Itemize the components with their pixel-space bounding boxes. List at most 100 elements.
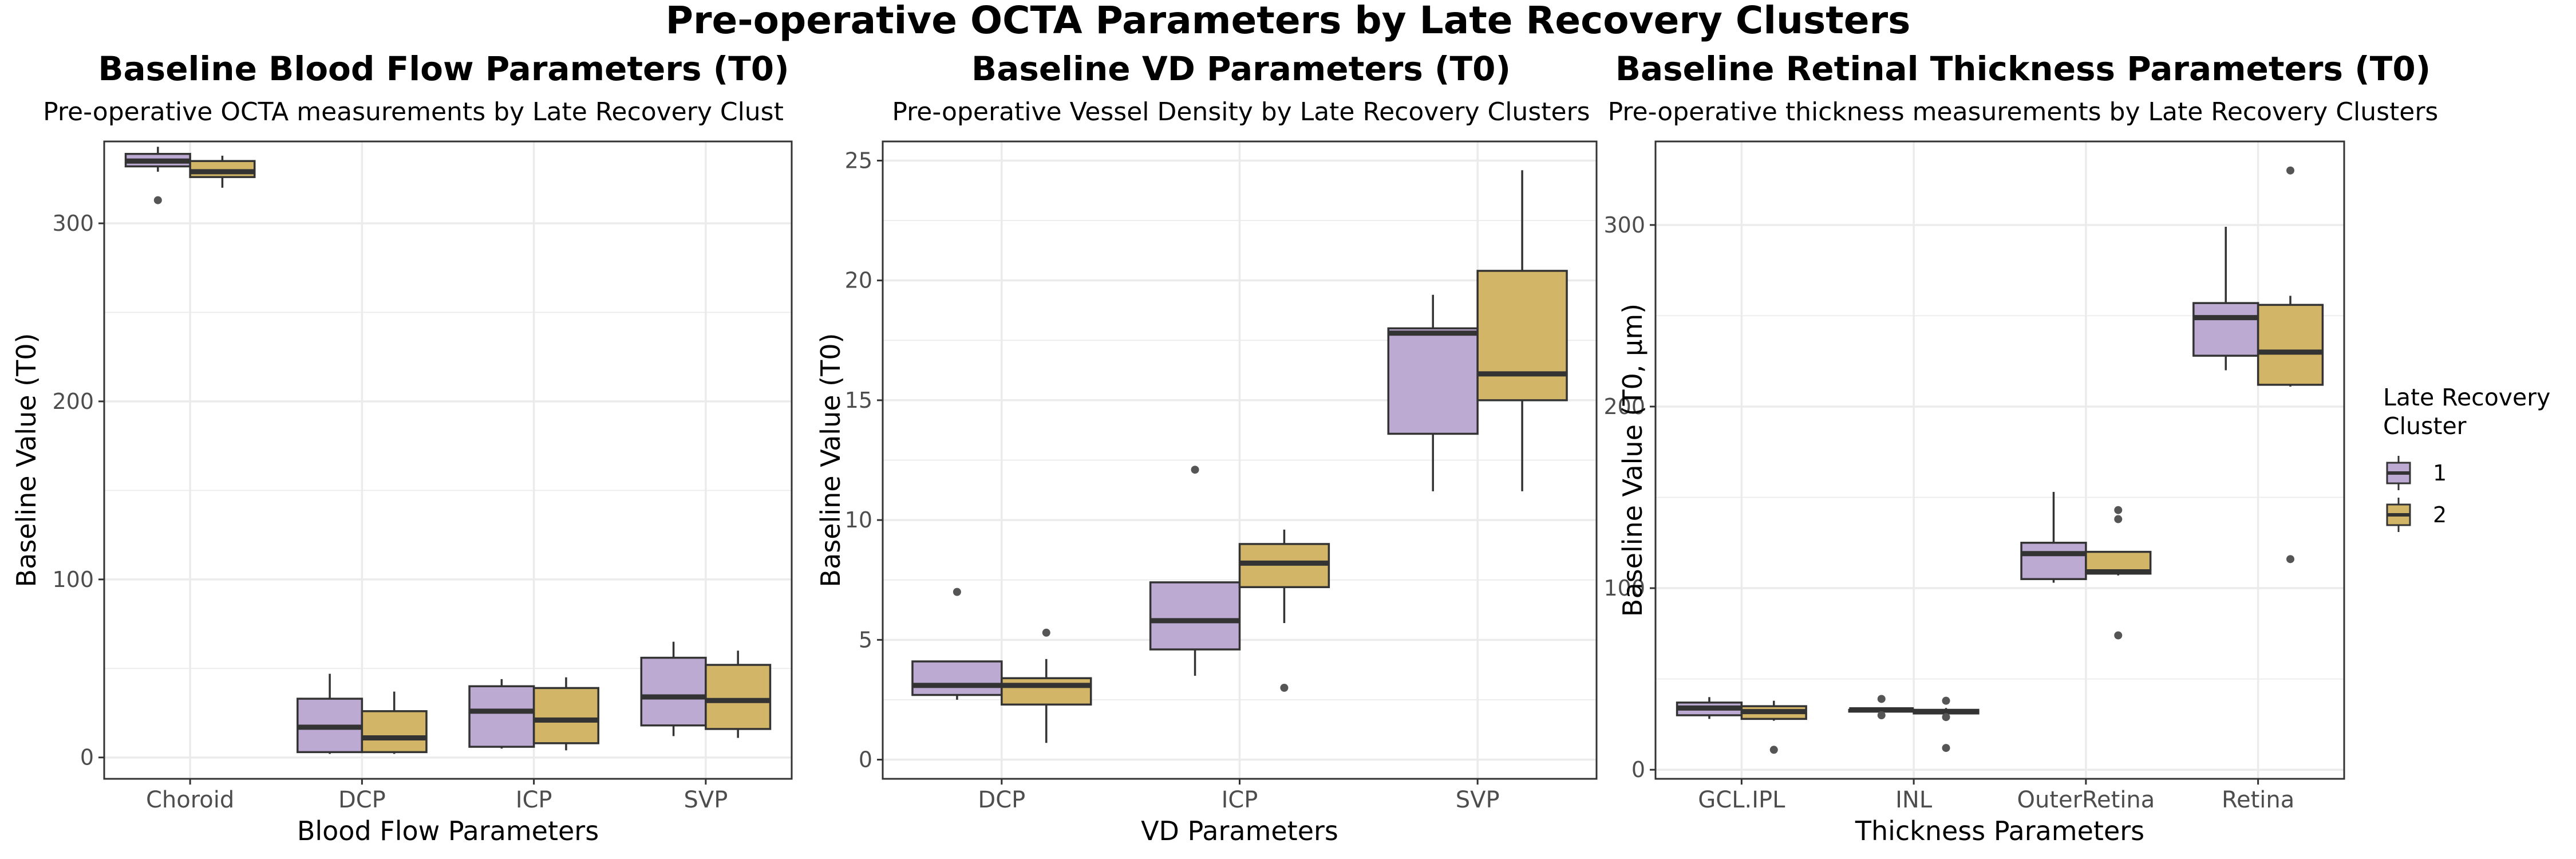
panel-border [1654, 140, 2345, 780]
box-body [1001, 677, 1092, 706]
box-body [189, 160, 256, 178]
legend-title-line2: Cluster [2383, 412, 2467, 440]
box-body [2192, 302, 2259, 357]
box-cluster2-inl [1913, 696, 1980, 752]
x-axis-label: VD Parameters [1141, 815, 1338, 846]
outlier-point [1042, 628, 1050, 637]
x-tick-label: ICP [516, 787, 552, 813]
y-tick-label: 5 [859, 627, 872, 652]
outlier-point [1769, 746, 1778, 754]
box-cluster1-dcp [297, 673, 364, 754]
box-cluster2-choroid [189, 155, 256, 188]
x-axis-label: Thickness Parameters [1855, 815, 2144, 846]
panel-border [103, 140, 793, 780]
legend-key-1: 1 [2386, 456, 2447, 490]
panel-subtitle: Pre-operative Vessel Density by Late Rec… [892, 97, 1590, 127]
chart-panel-2: Baseline VD Parameters (T0) Pre-operative… [815, 49, 1598, 846]
box-cluster1-svp [640, 641, 707, 736]
box-cluster2-retina [2257, 166, 2324, 564]
outlier-point [153, 196, 162, 204]
y-tick-label: 20 [845, 268, 872, 293]
panel-title: Baseline VD Parameters (T0) [971, 49, 1511, 88]
outlier-point [953, 588, 961, 596]
y-tick-label: 0 [80, 745, 94, 770]
x-tick-label: SVP [1456, 787, 1500, 813]
box-cluster1-inl [1848, 695, 1915, 720]
box-cluster1-dcp [911, 588, 1003, 700]
legend-keys: 12 [2386, 456, 2447, 532]
box-body [2020, 542, 2087, 580]
box-body [1387, 327, 1479, 435]
outlier-point [2286, 555, 2295, 564]
box-body [640, 656, 707, 727]
x-tick-label: INL [1895, 787, 1933, 813]
y-tick-label: 0 [1631, 757, 1645, 782]
y-tick-label: 200 [52, 389, 94, 414]
y-axis-label: Baseline Value (T0) [815, 333, 846, 588]
box-cluster2-gcl-ipl [1740, 700, 1807, 754]
box-cluster2-dcp [1001, 628, 1092, 743]
box-body [532, 687, 599, 744]
y-axis-label: Baseline Value (T0) [11, 333, 42, 588]
y-tick-label: 300 [52, 211, 94, 236]
panel-title: Baseline Retinal Thickness Parameters (T… [1615, 49, 2431, 88]
y-tick-label: 10 [845, 507, 872, 533]
x-tick-label: Choroid [146, 787, 234, 813]
x-tick-label: Retina [2222, 787, 2294, 813]
box-cluster2-svp [705, 651, 772, 738]
chart-panels: Baseline Blood Flow Parameters (T0) Pre-o… [11, 49, 2438, 846]
y-tick-label: 300 [1603, 212, 1645, 238]
outlier-point [1942, 696, 1950, 705]
box-cluster2-icp [1238, 529, 1330, 692]
outlier-point [1942, 713, 1950, 722]
legend: Late Recovery Cluster 12 [2383, 384, 2550, 532]
box-cluster2-dcp [361, 691, 428, 754]
outlier-point [1877, 695, 1886, 703]
box-cluster1-retina [2192, 227, 2259, 371]
outlier-point [2114, 515, 2123, 523]
x-tick-label: SVP [683, 787, 728, 813]
x-tick-label: ICP [1222, 787, 1258, 813]
box-body [468, 685, 535, 748]
box-cluster1-gcl-ipl [1676, 697, 1743, 719]
chart-panel-1: Baseline Blood Flow Parameters (T0) Pre-o… [11, 49, 793, 846]
y-axis-label: Baseline Value (T0, µm) [1617, 304, 1648, 617]
legend-label: 2 [2433, 502, 2447, 527]
y-tick-label: 100 [52, 567, 94, 592]
y-tick-label: 200 [1603, 394, 1645, 419]
chart-panel-3: Baseline Retinal Thickness Parameters (T… [1603, 49, 2438, 846]
box-cluster2-svp [1476, 170, 1568, 491]
outlier-point [2286, 166, 2295, 175]
box-cluster1-svp [1387, 294, 1479, 491]
legend-label: 1 [2433, 460, 2447, 486]
box-cluster2-icp [532, 677, 599, 751]
y-tick-label: 25 [845, 148, 872, 173]
x-tick-label: OuterRetina [2017, 787, 2155, 813]
panel-subtitle: Pre-operative thickness measurements by … [1608, 97, 2439, 127]
box-body [361, 710, 428, 754]
panel-title: Baseline Blood Flow Parameters (T0) [98, 49, 789, 88]
outlier-point [1191, 466, 1199, 474]
outlier-point [1877, 711, 1886, 720]
figure-title: Pre-operative OCTA Parameters by Late Re… [666, 0, 1911, 42]
outlier-point [2114, 506, 2123, 514]
box-cluster1-icp [468, 679, 535, 749]
outlier-point [1280, 684, 1289, 692]
legend-title-line1: Late Recovery [2383, 384, 2550, 411]
box-body [1476, 270, 1568, 401]
box-cluster2-outerretina [2085, 506, 2152, 640]
box-body [1149, 581, 1241, 651]
x-tick-label: GCL.IPL [1698, 787, 1785, 813]
box-body [2257, 304, 2324, 386]
box-cluster1-outerretina [2020, 491, 2087, 583]
box-body [911, 660, 1003, 696]
legend-key-2: 2 [2386, 498, 2447, 532]
y-tick-label: 15 [845, 388, 872, 413]
box-body [705, 664, 772, 730]
panel-subtitle: Pre-operative OCTA measurements by Late … [43, 97, 784, 127]
box-cluster1-icp [1149, 466, 1241, 676]
x-tick-label: DCP [978, 787, 1025, 813]
x-axis-label: Blood Flow Parameters [297, 815, 599, 846]
outlier-point [1942, 744, 1950, 752]
